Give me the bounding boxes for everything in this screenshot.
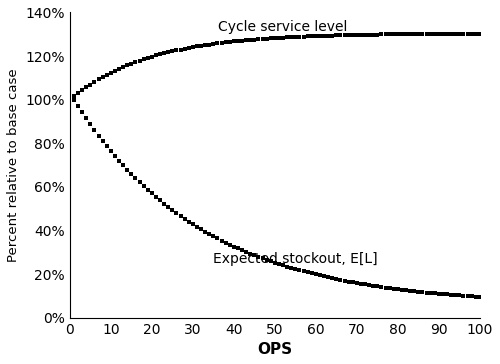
X-axis label: OPS: OPS (258, 342, 292, 357)
Text: Expected stockout, E[L]: Expected stockout, E[L] (213, 252, 378, 266)
Y-axis label: Percent relative to base case: Percent relative to base case (7, 68, 20, 262)
Text: Cycle service level: Cycle service level (218, 20, 348, 34)
